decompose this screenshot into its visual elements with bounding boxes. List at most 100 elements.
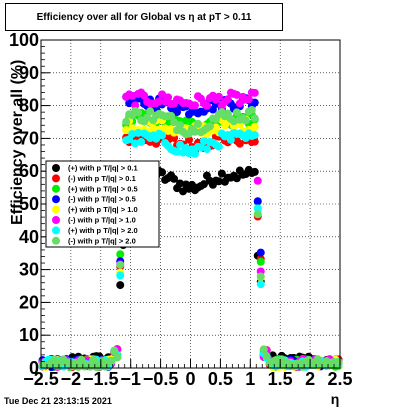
data-point <box>250 122 259 131</box>
legend-marker <box>52 226 60 235</box>
y-tick-label: 50 <box>19 194 39 214</box>
x-tick-label: −2 <box>61 369 82 389</box>
data-point <box>176 121 185 130</box>
data-point <box>256 248 265 257</box>
data-point <box>89 355 98 364</box>
data-point <box>250 88 259 97</box>
data-point <box>232 174 241 183</box>
data-point <box>199 180 208 189</box>
data-point <box>247 106 256 115</box>
x-tick-label: −1 <box>120 369 141 389</box>
data-point <box>140 91 149 100</box>
data-point <box>158 131 167 140</box>
y-tick-label: 70 <box>19 128 39 148</box>
x-tick-label: 0 <box>185 369 195 389</box>
x-tick-label: 2.5 <box>327 369 352 389</box>
data-point <box>214 142 223 151</box>
legend-entry: (+) with p T/|q| > 2.0 <box>68 226 138 235</box>
data-point <box>232 108 241 117</box>
data-point <box>253 197 262 206</box>
data-point <box>170 118 179 127</box>
legend: (+) with p T/|q| > 0.1(-) with p T/|q| >… <box>45 160 160 248</box>
data-point <box>164 93 173 102</box>
data-point <box>334 357 343 366</box>
legend-marker <box>52 205 60 214</box>
y-axis-title: Efficiency over all (%) <box>9 60 26 225</box>
data-point <box>170 174 179 183</box>
data-point <box>107 356 116 365</box>
data-point <box>202 101 211 110</box>
legend-entry: (-) with p T/|q| > 1.0 <box>68 216 136 225</box>
data-point <box>262 352 271 361</box>
y-tick-label: 30 <box>19 260 39 280</box>
data-point <box>190 127 199 136</box>
data-point <box>116 271 125 280</box>
data-point <box>158 168 167 177</box>
data-point <box>116 260 125 269</box>
data-point <box>128 129 137 138</box>
legend-marker <box>52 236 60 245</box>
chart-title: Efficiency over all for Global vs η at p… <box>36 11 252 23</box>
data-point <box>253 204 262 213</box>
data-point <box>116 281 125 290</box>
data-point <box>250 114 259 123</box>
ticks-layer: −2.5 −2 −1.5 −1 −0.5 0 0.5 1 1.5 2 2.5 0 10 20 30 40 50 6… <box>9 30 353 389</box>
data-point <box>113 353 122 362</box>
data-point <box>122 117 131 126</box>
data-point <box>131 101 140 110</box>
legend-marker <box>52 195 60 204</box>
data-point <box>256 257 265 266</box>
data-point <box>250 130 259 139</box>
data-point <box>74 362 83 371</box>
data-point <box>253 176 262 185</box>
legend-marker <box>52 216 60 224</box>
data-point <box>250 98 259 107</box>
legend-marker <box>52 164 60 172</box>
y-tick-label: 100 <box>9 30 39 50</box>
data-point <box>137 137 146 146</box>
y-tick-label: 10 <box>19 325 39 345</box>
legend-entry: (+) with p T/|q| > 0.1 <box>68 164 138 173</box>
data-point <box>190 101 199 110</box>
data-point <box>134 128 143 137</box>
legend-marker <box>52 184 60 193</box>
y-tick-label: 20 <box>19 292 39 312</box>
data-point <box>77 355 86 364</box>
data-point <box>146 107 155 116</box>
x-axis-title: η <box>331 391 340 407</box>
data-point <box>214 92 223 101</box>
data-point <box>235 99 244 108</box>
x-tick-label: −2.5 <box>23 369 59 389</box>
data-point <box>131 139 140 148</box>
data-point <box>199 137 208 146</box>
legend-entry: (-) with p T/|q| > 0.5 <box>68 195 136 204</box>
data-point <box>253 210 262 219</box>
data-point <box>235 139 244 148</box>
data-point <box>176 179 185 188</box>
data-point <box>205 122 214 131</box>
data-point <box>158 90 167 99</box>
data-point <box>241 116 250 125</box>
data-point <box>259 345 268 354</box>
y-tick-label: 40 <box>19 227 39 247</box>
data-point <box>229 117 238 126</box>
y-tick-label: 0 <box>29 358 39 378</box>
x-tick-label: 1.5 <box>268 369 293 389</box>
data-point <box>256 280 265 289</box>
data-point <box>143 113 152 122</box>
data-point <box>250 167 259 176</box>
x-tick-label: −0.5 <box>143 369 179 389</box>
x-tick-label: 1 <box>245 369 255 389</box>
legend-entry: (+) with p T/|q| > 1.0 <box>68 205 138 214</box>
legend-marker <box>52 174 60 183</box>
timestamp: Tue Dec 21 23:13:15 2021 <box>4 396 112 406</box>
y-tick-label: 80 <box>19 96 39 116</box>
y-tick-label: 60 <box>19 161 39 181</box>
data-point <box>226 135 235 144</box>
data-point <box>193 119 202 128</box>
x-tick-label: 2 <box>305 369 315 389</box>
data-point <box>202 145 211 154</box>
legend-entry: (-) with p T/|q| > 0.1 <box>68 174 136 183</box>
data-point <box>134 108 143 117</box>
